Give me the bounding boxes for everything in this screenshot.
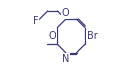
Text: N: N (62, 54, 69, 64)
Text: O: O (62, 8, 70, 18)
Text: Br: Br (86, 31, 97, 41)
Text: F: F (33, 16, 39, 26)
Text: O: O (49, 31, 56, 41)
